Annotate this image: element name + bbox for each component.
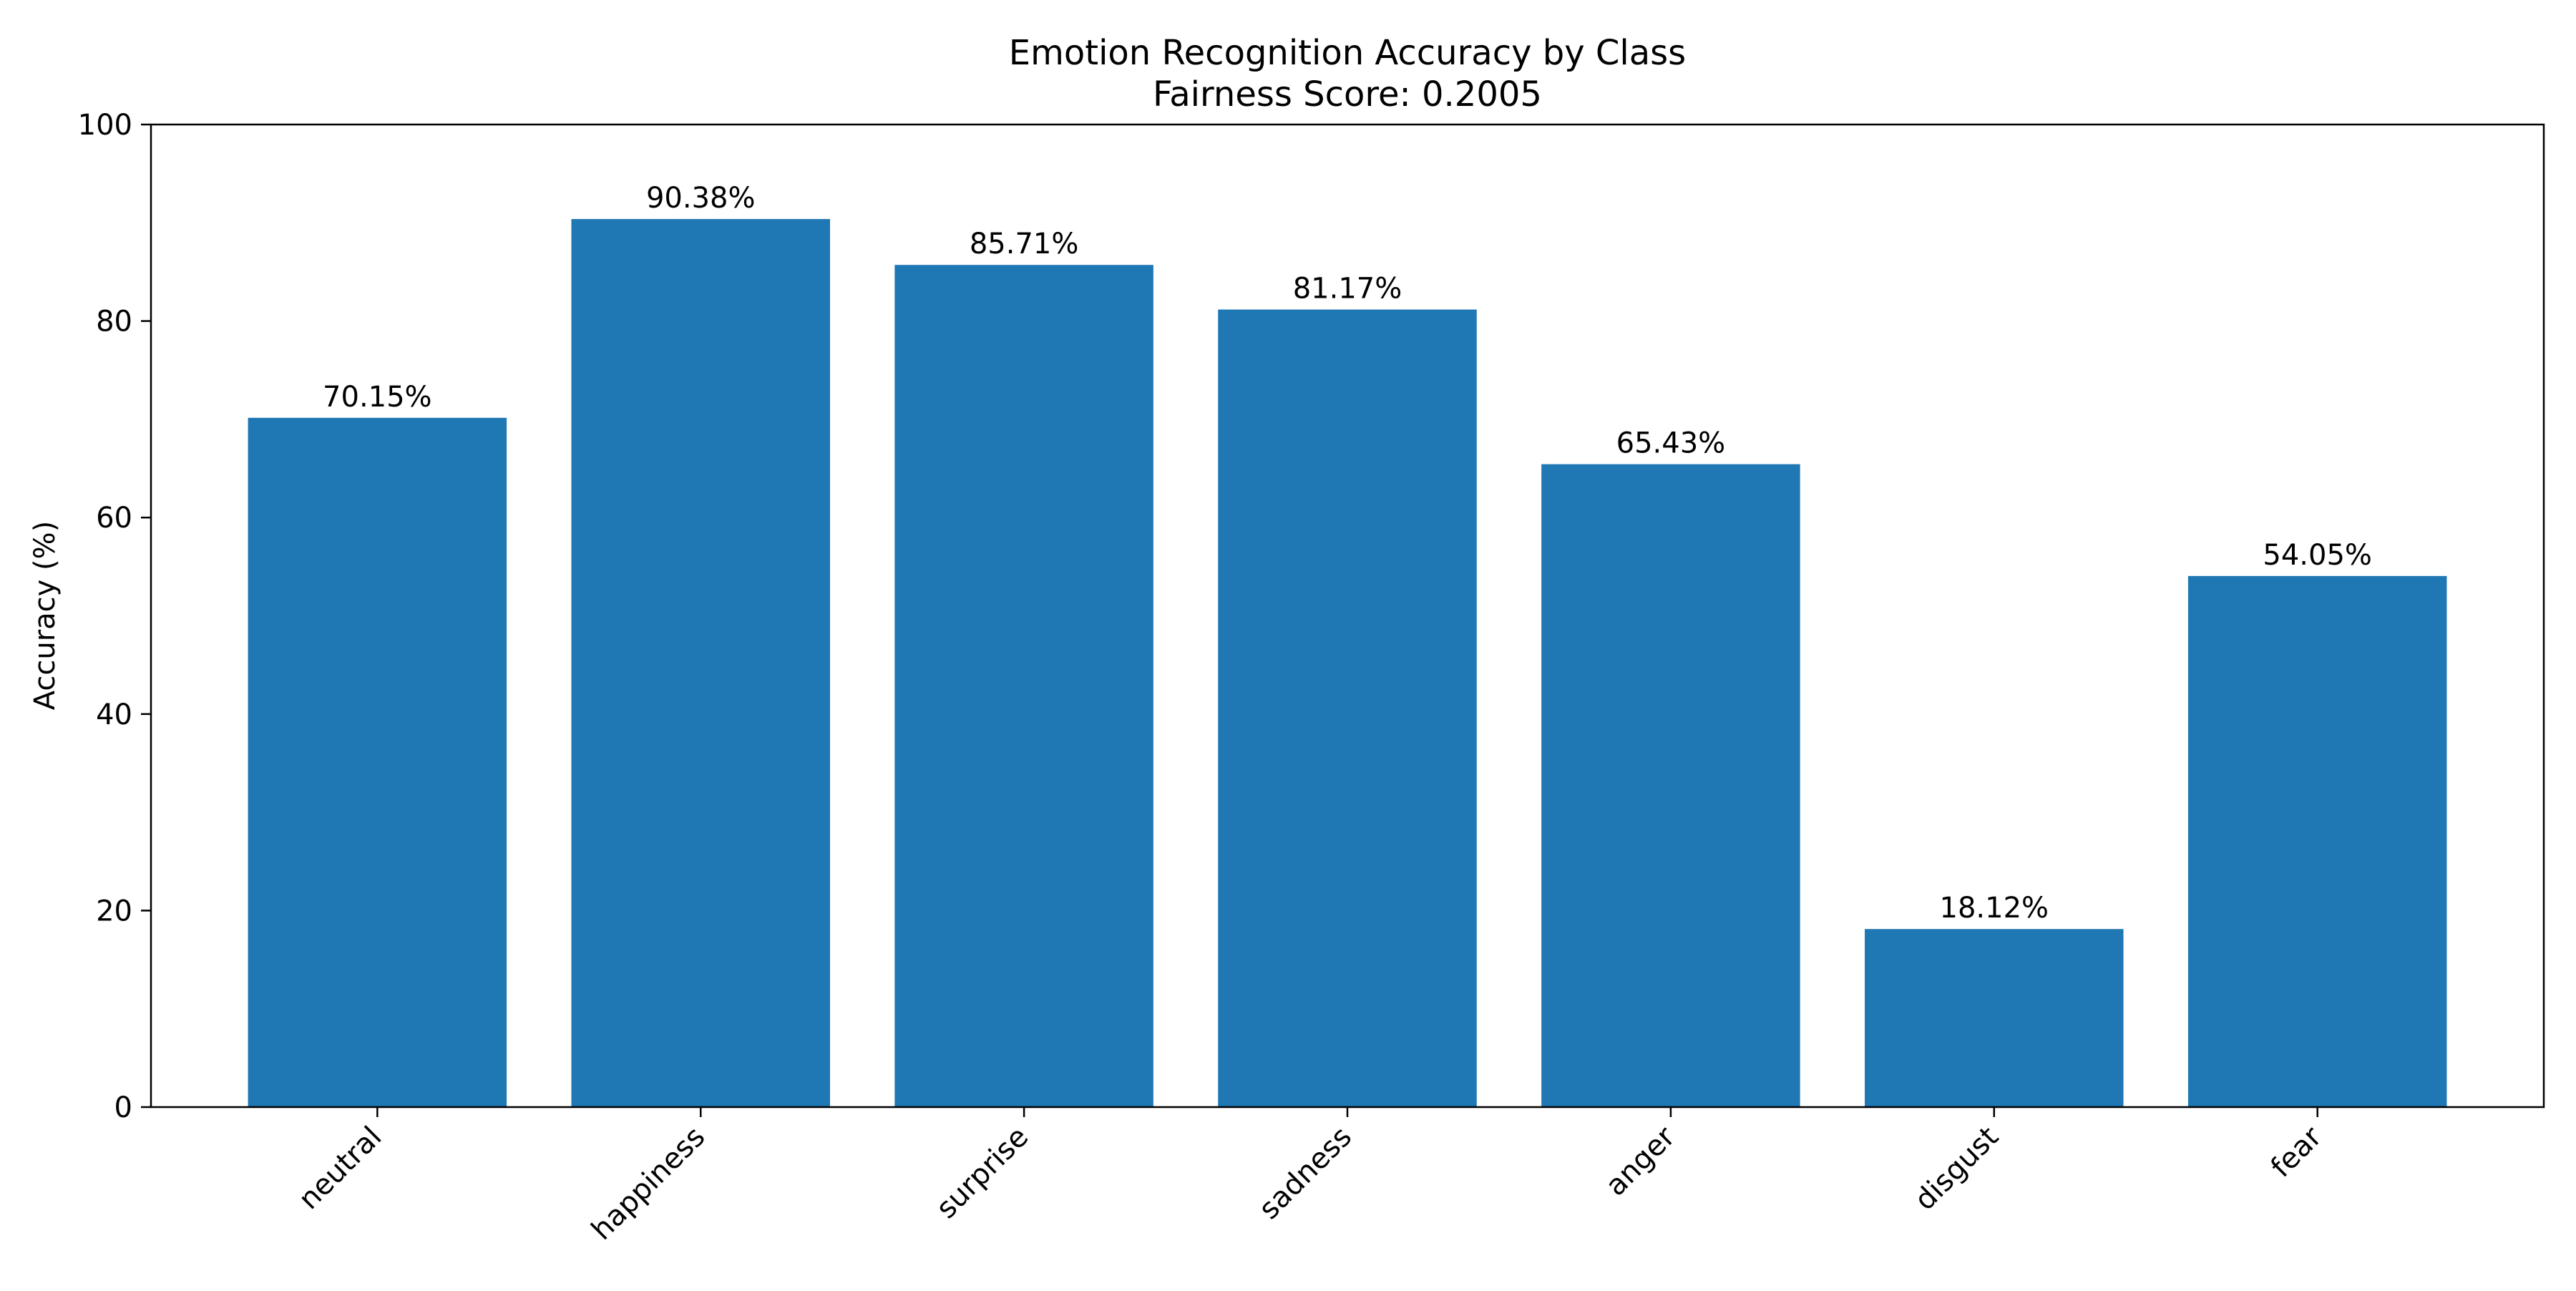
data-label-fear: 54.05% [2263,539,2372,572]
y-tick-label-100: 100 [78,109,132,142]
x-tick-label-disgust: disgust [1908,1121,2005,1217]
data-label-anger: 65.43% [1616,427,1726,460]
bar-sadness [1218,309,1477,1107]
bar-surprise [894,265,1153,1108]
data-label-happiness: 90.38% [646,182,756,215]
plot-area: 70.15% 90.38% 85.71% 81.17% 65.43% 18.12% 54.0… [78,109,2545,1247]
y-tick-label-0: 0 [114,1091,132,1124]
x-tick-label-sadness: sadness [1253,1121,1358,1226]
y-tick-label-40: 40 [96,698,132,731]
y-tick-label-20: 20 [96,895,132,927]
data-label-surprise: 85.71% [970,228,1079,260]
x-tick-label-anger: anger [1599,1120,1682,1202]
bar-fear [2187,575,2447,1107]
y-tick-label-60: 60 [96,502,132,535]
data-label-sadness: 81.17% [1293,273,1402,306]
y-axis-label: Accuracy (%) [29,521,62,711]
chart-title: Emotion Recognition Accuracy by Class [1009,33,1686,73]
bar-happiness [571,219,830,1107]
bar-anger [1541,464,1800,1107]
x-tick-label-neutral: neutral [293,1121,389,1217]
data-label-neutral: 70.15% [323,381,432,414]
x-tick-label-surprise: surprise [930,1121,1035,1225]
chart-subtitle: Fairness Score: 0.2005 [1153,74,1542,115]
data-label-disgust: 18.12% [1940,892,2049,925]
y-tick-label-80: 80 [96,306,132,338]
bar-disgust [1865,929,2124,1107]
x-tick-label-fear: fear [2265,1120,2328,1184]
x-tick-label-happiness: happiness [585,1121,711,1247]
bar-neutral [248,417,507,1107]
